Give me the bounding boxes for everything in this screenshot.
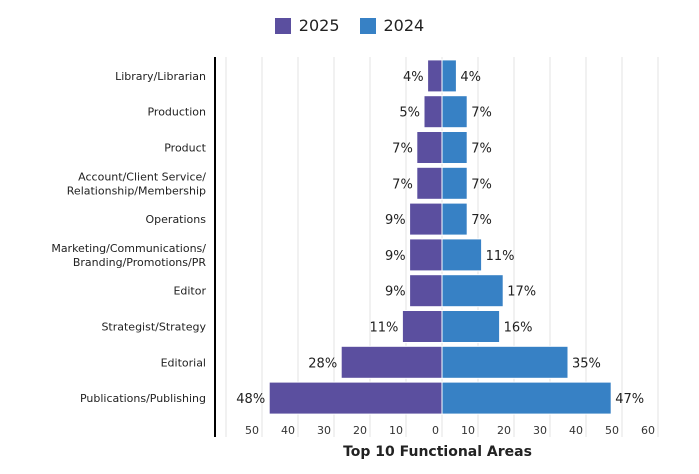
data-label-2024: 7% xyxy=(471,142,492,157)
bar-2024 xyxy=(441,59,457,93)
data-label-2024: 16% xyxy=(504,321,533,336)
x-tick-label: 10 xyxy=(461,424,475,437)
legend-label-2024: 2024 xyxy=(383,16,425,35)
data-label-2025: 11% xyxy=(369,321,398,336)
category-label: Relationship/Membership xyxy=(67,184,206,197)
legend: 2025 2024 xyxy=(0,16,699,35)
legend-swatch-2025 xyxy=(274,17,291,34)
data-label-2024: 4% xyxy=(460,70,481,85)
data-label-2024: 7% xyxy=(471,106,492,121)
legend-item-2024[interactable]: 2024 xyxy=(359,16,425,35)
x-tick-label: 0 xyxy=(432,424,439,437)
x-tick-label: 60 xyxy=(641,424,655,437)
data-label-2025: 9% xyxy=(385,213,406,228)
bar-2025 xyxy=(409,274,443,308)
category-label: Library/Librarian xyxy=(115,70,206,83)
bar-2025 xyxy=(427,59,443,93)
bar-2024 xyxy=(441,345,569,379)
data-label-2025: 48% xyxy=(236,392,265,407)
data-label-2025: 7% xyxy=(392,142,413,157)
bar-2024 xyxy=(441,274,504,308)
data-label-2025: 7% xyxy=(392,177,413,192)
data-label-2024: 7% xyxy=(471,213,492,228)
bar-2025 xyxy=(423,95,443,129)
category-label: Editorial xyxy=(161,356,206,369)
category-label: Editor xyxy=(173,285,206,298)
data-label-2024: 47% xyxy=(615,392,644,407)
x-tick-label: 50 xyxy=(605,424,619,437)
x-tick-label: 50 xyxy=(245,424,259,437)
category-label: Strategist/Strategy xyxy=(101,321,206,334)
category-label: Production xyxy=(147,106,206,119)
bar-2024 xyxy=(441,95,468,129)
category-label: Branding/Promotions/PR xyxy=(73,256,207,269)
x-tick-label: 40 xyxy=(281,424,295,437)
category-label: Account/Client Service/ xyxy=(78,170,206,183)
category-label: Publications/Publishing xyxy=(80,392,206,405)
bar-2025 xyxy=(340,345,443,379)
x-tick-label: 20 xyxy=(497,424,511,437)
data-label-2025: 28% xyxy=(308,356,337,371)
x-tick-label: 10 xyxy=(389,424,403,437)
bar-2024 xyxy=(441,310,501,343)
data-label-2024: 35% xyxy=(572,356,601,371)
x-tick-label: 30 xyxy=(317,424,331,437)
bar-2024 xyxy=(441,166,468,200)
chart-title: Top 10 Functional Areas xyxy=(343,444,532,460)
data-label-2024: 17% xyxy=(507,285,536,300)
data-label-2024: 7% xyxy=(471,177,492,192)
bar-2025 xyxy=(416,166,443,200)
category-label: Marketing/Communications/ xyxy=(51,242,206,255)
x-tick-label: 20 xyxy=(353,424,367,437)
bar-2024 xyxy=(441,238,483,272)
bar-2024 xyxy=(441,202,468,236)
data-label-2025: 5% xyxy=(399,106,420,121)
category-label: Operations xyxy=(146,213,207,226)
legend-item-2025[interactable]: 2025 xyxy=(274,16,340,35)
legend-label-2025: 2025 xyxy=(298,16,340,35)
bar-2025 xyxy=(416,131,443,164)
category-label: Product xyxy=(164,142,206,155)
data-label-2025: 4% xyxy=(403,70,424,85)
legend-swatch-2024 xyxy=(359,17,376,34)
data-label-2024: 11% xyxy=(486,249,515,264)
bar-2025 xyxy=(409,202,443,236)
data-label-2025: 9% xyxy=(385,249,406,264)
bar-2024 xyxy=(441,381,612,415)
x-tick-label: 40 xyxy=(569,424,583,437)
x-tick-label: 30 xyxy=(533,424,547,437)
bar-2025 xyxy=(409,238,443,272)
bar-2024 xyxy=(441,131,468,164)
data-label-2025: 9% xyxy=(385,285,406,300)
bar-2025 xyxy=(268,381,443,415)
bar-2025 xyxy=(401,310,443,343)
